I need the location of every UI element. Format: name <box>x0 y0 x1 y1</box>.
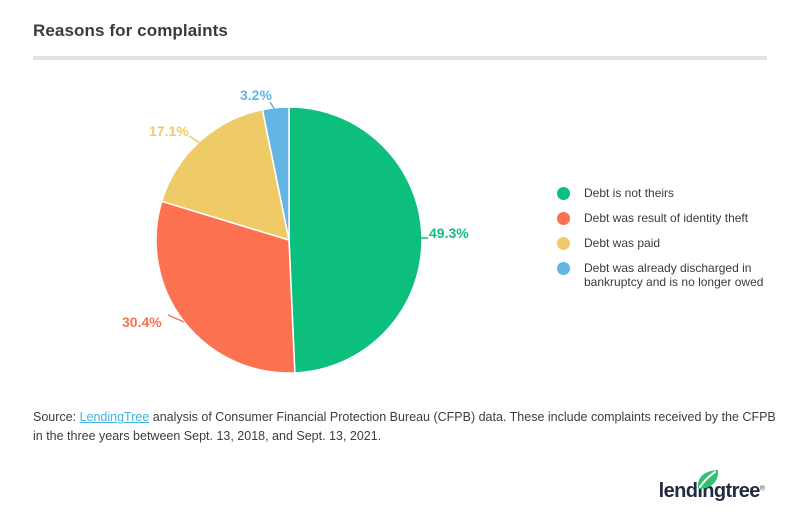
pie-slice-debt-paid <box>161 108 290 241</box>
slice-label-identity-theft: 30.4% <box>122 314 162 330</box>
source-note: Source: LendingTree analysis of Consumer… <box>33 408 781 446</box>
legend-dot-debt-paid <box>557 236 570 250</box>
legend-label-identity-theft: Debt was result of identity theft <box>584 211 749 225</box>
logo-text: lendingtree <box>658 480 761 502</box>
legend-item-debt-not-theirs: Debt is not theirs <box>557 186 789 200</box>
registered-mark: ® <box>759 485 765 493</box>
legend-label-debt-paid: Debt was paid <box>584 236 661 250</box>
title-divider <box>33 56 767 60</box>
chart-title: Reasons for complaints <box>33 21 228 40</box>
pie-svg <box>155 101 428 374</box>
pie-chart: 49.3% 30.4% 17.1% 3.2% <box>0 75 560 405</box>
leader-line-discharged-bankruptcy <box>269 101 276 111</box>
leaf-icon <box>697 470 718 489</box>
pie-slice-discharged-bankruptcy <box>261 106 290 241</box>
legend-item-debt-paid: Debt was paid <box>557 236 789 250</box>
source-prefix: Source: <box>33 410 80 424</box>
leader-line-debt-paid <box>188 135 201 144</box>
leader-line-identity-theft <box>167 314 185 323</box>
slice-label-debt-not-theirs: 49.3% <box>429 225 469 241</box>
slice-label-debt-paid: 17.1% <box>149 123 189 139</box>
legend-dot-debt-not-theirs <box>557 186 570 200</box>
legend-label-discharged-bankruptcy: Debt was already discharged in bankruptc… <box>584 261 764 289</box>
legend: Debt is not theirs Debt was result of id… <box>557 186 789 289</box>
legend-item-identity-theft: Debt was result of identity theft <box>557 211 789 225</box>
lendingtree-link[interactable]: LendingTree <box>79 410 150 424</box>
legend-dot-identity-theft <box>557 211 570 225</box>
pie-slices <box>155 106 423 374</box>
legend-item-discharged-bankruptcy: Debt was already discharged in bankruptc… <box>557 261 789 289</box>
source-suffix: analysis of Consumer Financial Protectio… <box>33 410 776 443</box>
legend-label-debt-not-theirs: Debt is not theirs <box>584 186 675 200</box>
lendingtree-logo: lendingtree® <box>658 470 765 503</box>
pie-slice-debt-not-theirs <box>288 106 423 374</box>
slice-label-discharged-bankruptcy: 3.2% <box>240 87 272 103</box>
legend-dot-discharged-bankruptcy <box>557 261 570 275</box>
